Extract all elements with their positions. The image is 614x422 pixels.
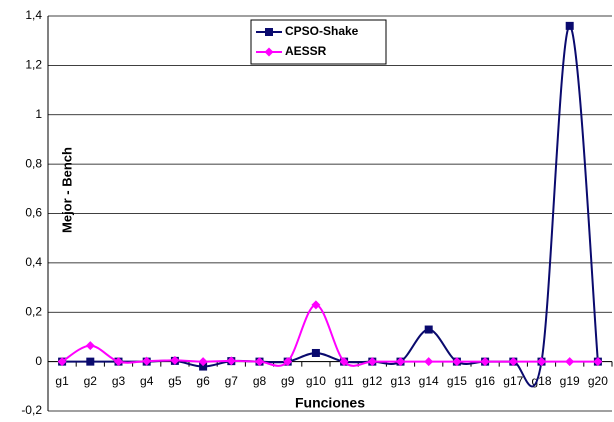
x-tick-label: g10 <box>306 374 326 388</box>
x-tick-label: g13 <box>390 374 410 388</box>
point <box>311 300 321 310</box>
x-tick-label: g11 <box>335 374 354 388</box>
x-tick-label: g4 <box>140 374 154 388</box>
y-tick-label: 0,6 <box>25 206 42 220</box>
point <box>142 356 152 366</box>
x-tick-label: g5 <box>168 374 182 388</box>
point <box>198 357 208 367</box>
point <box>85 341 95 351</box>
x-tick-label: g17 <box>503 374 523 388</box>
point <box>424 325 433 334</box>
point <box>508 357 518 367</box>
point <box>114 357 123 367</box>
y-tick-label: 1,2 <box>25 58 42 72</box>
legend-label: CPSO-Shake <box>285 24 359 38</box>
x-tick-label: g20 <box>588 374 608 388</box>
point <box>565 357 575 367</box>
point <box>480 357 490 367</box>
point <box>170 355 180 365</box>
point <box>367 357 377 367</box>
x-tick-label: g9 <box>281 374 295 388</box>
y-tick-label: 0,8 <box>25 156 42 170</box>
y-tick-label: 0 <box>35 354 42 368</box>
x-tick-label: g16 <box>475 374 495 388</box>
y-tick-label: 0,2 <box>25 304 42 318</box>
legend-label: AESSR <box>285 44 327 58</box>
point <box>452 357 462 367</box>
point <box>537 357 546 367</box>
point <box>226 356 236 366</box>
y-tick-label: 1 <box>35 107 42 121</box>
legend-marker <box>265 28 273 36</box>
x-tick-label: g18 <box>531 374 551 388</box>
y-tick-label: 1,4 <box>25 8 42 22</box>
point <box>199 362 208 371</box>
y-axis-label: Mejor - Bench <box>59 147 74 233</box>
x-tick-label: g2 <box>84 374 98 388</box>
x-tick-label: g12 <box>362 374 382 388</box>
point <box>424 357 434 367</box>
legend-marker <box>264 47 274 57</box>
point <box>396 357 405 367</box>
point <box>339 357 349 367</box>
x-tick-label: g1 <box>55 374 69 388</box>
x-tick-label: g14 <box>419 374 439 388</box>
x-tick-label: g3 <box>112 374 126 388</box>
point <box>283 357 293 367</box>
x-tick-label: g8 <box>253 374 267 388</box>
y-tick-label: 0,4 <box>25 255 42 269</box>
point <box>255 357 264 367</box>
legend-box <box>250 19 387 65</box>
point <box>565 21 574 30</box>
point <box>57 357 67 367</box>
x-tick-label: g15 <box>447 374 467 388</box>
x-tick-label: g7 <box>225 374 239 388</box>
point <box>86 357 95 366</box>
y-tick-label: -0,2 <box>21 403 42 417</box>
x-axis-label: Funciones <box>295 395 365 411</box>
x-tick-label: g6 <box>196 374 210 388</box>
point <box>593 357 603 367</box>
point <box>311 348 320 357</box>
x-tick-label: g19 <box>560 374 580 388</box>
